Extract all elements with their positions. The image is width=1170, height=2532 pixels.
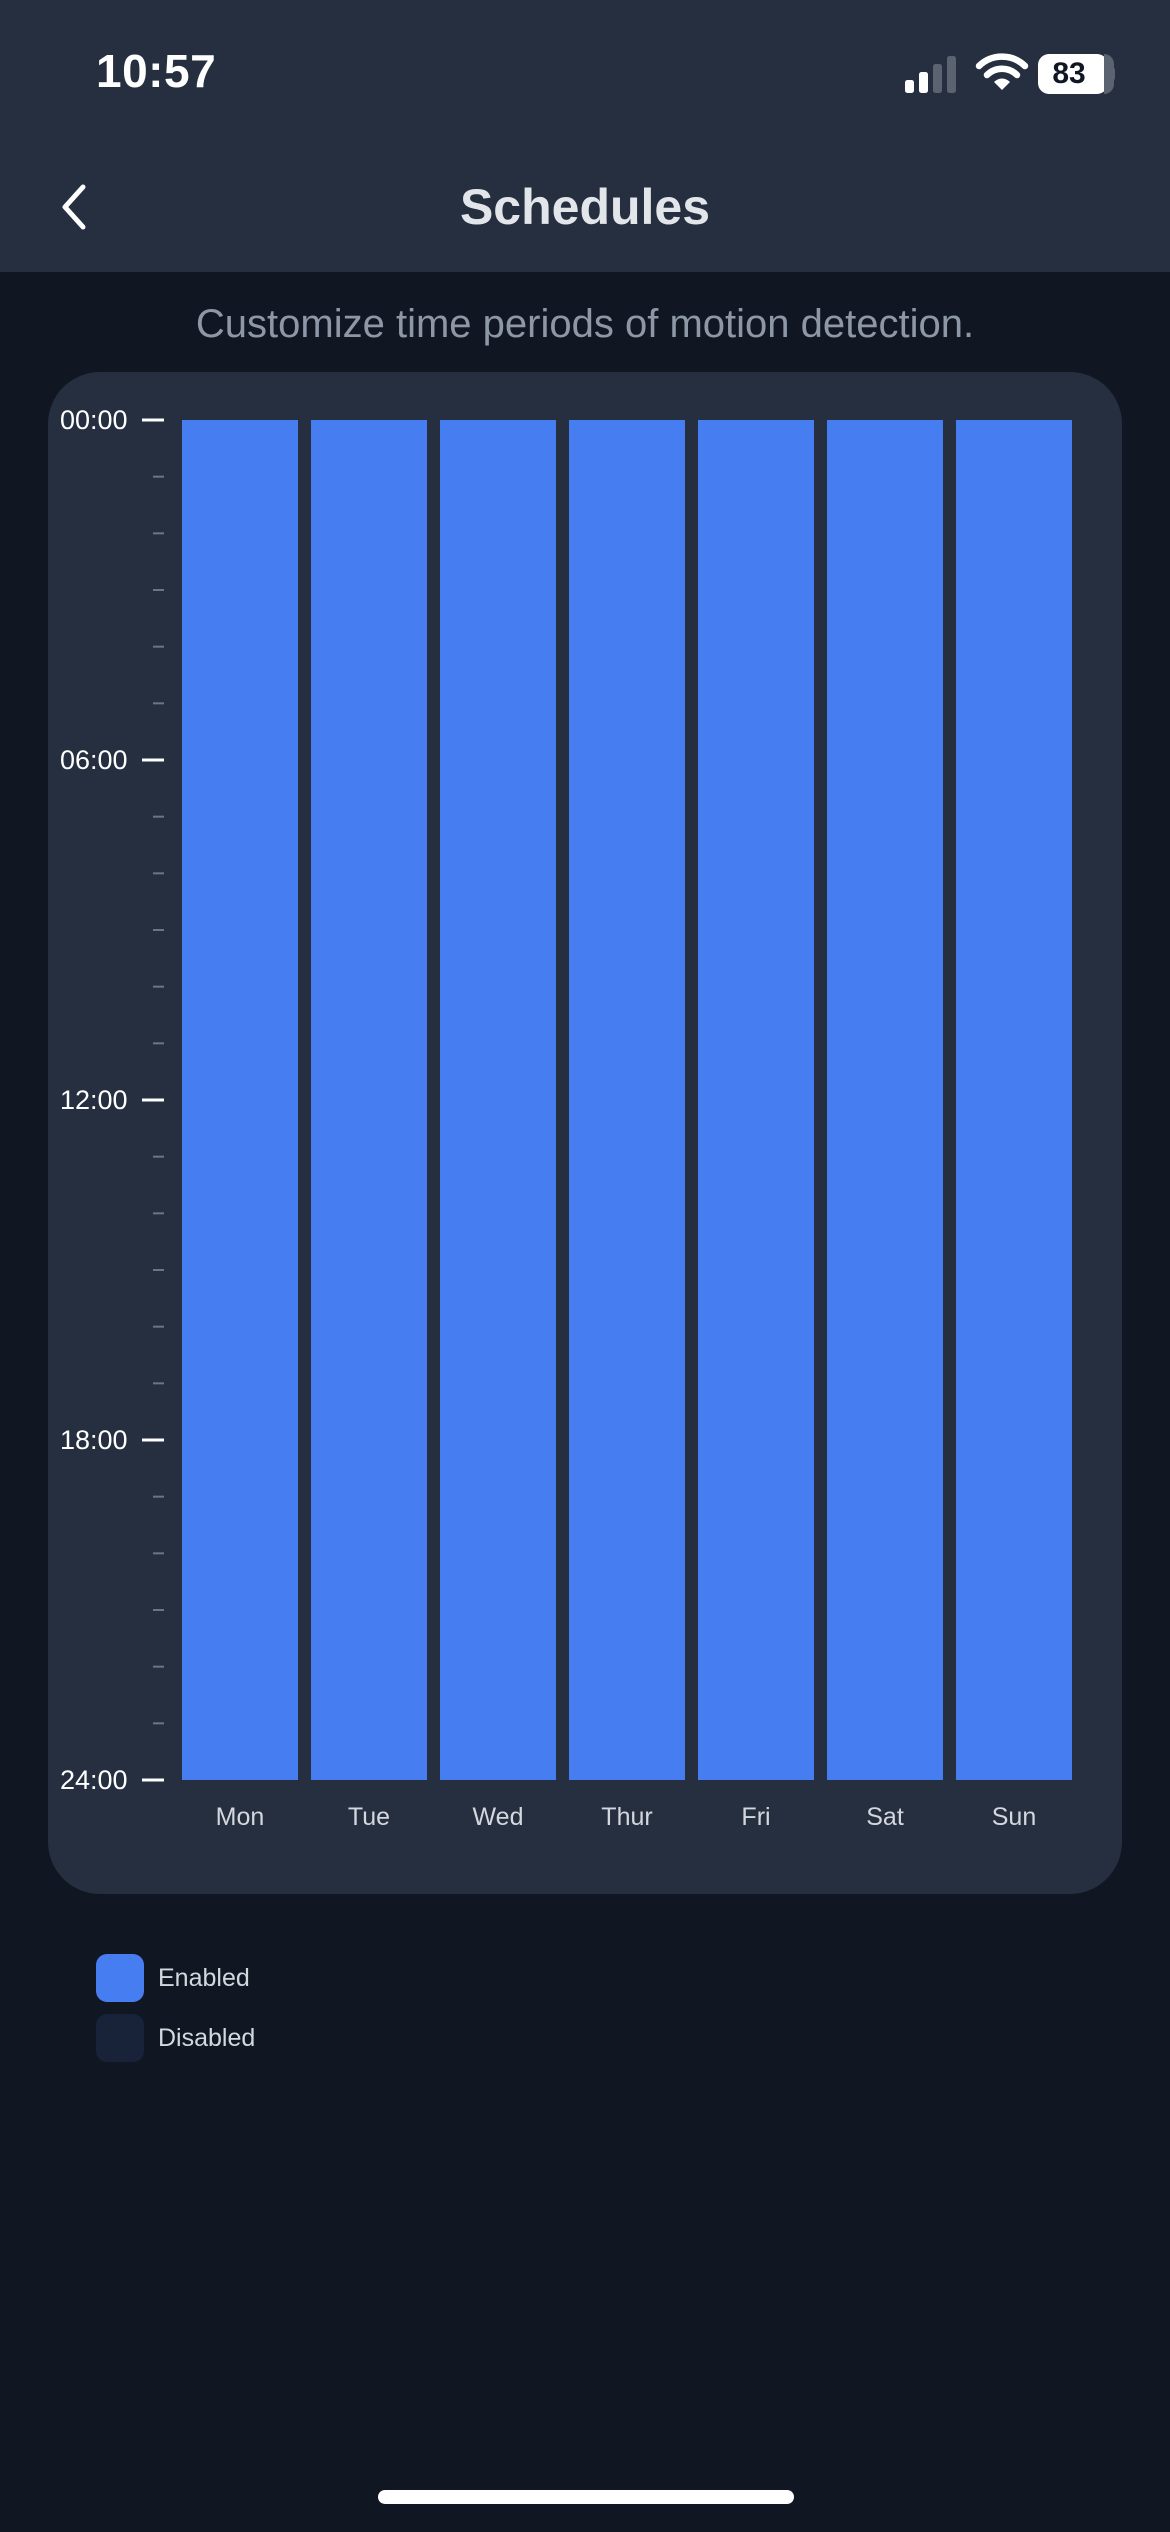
legend-label-enabled: Enabled — [158, 1963, 250, 1992]
battery-icon: 83 — [1038, 54, 1115, 94]
y-tick-label: 00:00 — [60, 405, 128, 435]
page-title: Schedules — [459, 179, 711, 235]
wifi-icon — [975, 53, 1029, 90]
legend-swatch-enabled — [96, 1954, 144, 2002]
day-label-thur: Thur — [601, 1803, 653, 1831]
schedule-bar-mon[interactable] — [182, 420, 298, 1780]
battery-level: 83 — [1052, 57, 1086, 90]
day-label-sun: Sun — [991, 1803, 1037, 1831]
status-time: 10:57 — [96, 45, 217, 97]
day-label-sat: Sat — [866, 1803, 904, 1831]
battery-cap — [1110, 67, 1115, 81]
legend-swatch-disabled — [96, 2014, 144, 2062]
schedule-chart — [142, 418, 1072, 1782]
back-button[interactable] — [44, 172, 104, 242]
day-label-mon: Mon — [215, 1803, 265, 1831]
legend-item-enabled: Enabled — [96, 1954, 250, 2002]
schedule-bar-sat[interactable] — [827, 420, 943, 1780]
y-tick-label: 18:00 — [60, 1425, 128, 1455]
cellular-signal-icon — [905, 56, 956, 93]
day-label-wed: Wed — [472, 1803, 524, 1831]
legend-item-disabled: Disabled — [96, 2014, 255, 2062]
schedule-bar-wed[interactable] — [440, 420, 556, 1780]
page-subtitle: Customize time periods of motion detecti… — [195, 302, 975, 346]
schedule-bar-fri[interactable] — [698, 420, 814, 1780]
battery-empty-portion — [1104, 54, 1114, 94]
battery-body — [1038, 54, 1108, 94]
schedule-bar-sun[interactable] — [956, 420, 1072, 1780]
legend-label-disabled: Disabled — [158, 2023, 256, 2052]
chevron-left-icon — [62, 184, 86, 230]
schedule-bar-thur[interactable] — [569, 420, 685, 1780]
day-label-tue: Tue — [347, 1803, 391, 1831]
y-tick-label: 06:00 — [60, 745, 128, 775]
y-tick-label: 12:00 — [60, 1085, 128, 1115]
day-label-fri: Fri — [741, 1803, 771, 1831]
y-tick-label: 24:00 — [60, 1765, 128, 1795]
top-bar: 10:57 83 Schedules — [0, 0, 1170, 272]
schedule-bar-tue[interactable] — [311, 420, 427, 1780]
home-indicator[interactable] — [378, 2490, 794, 2504]
